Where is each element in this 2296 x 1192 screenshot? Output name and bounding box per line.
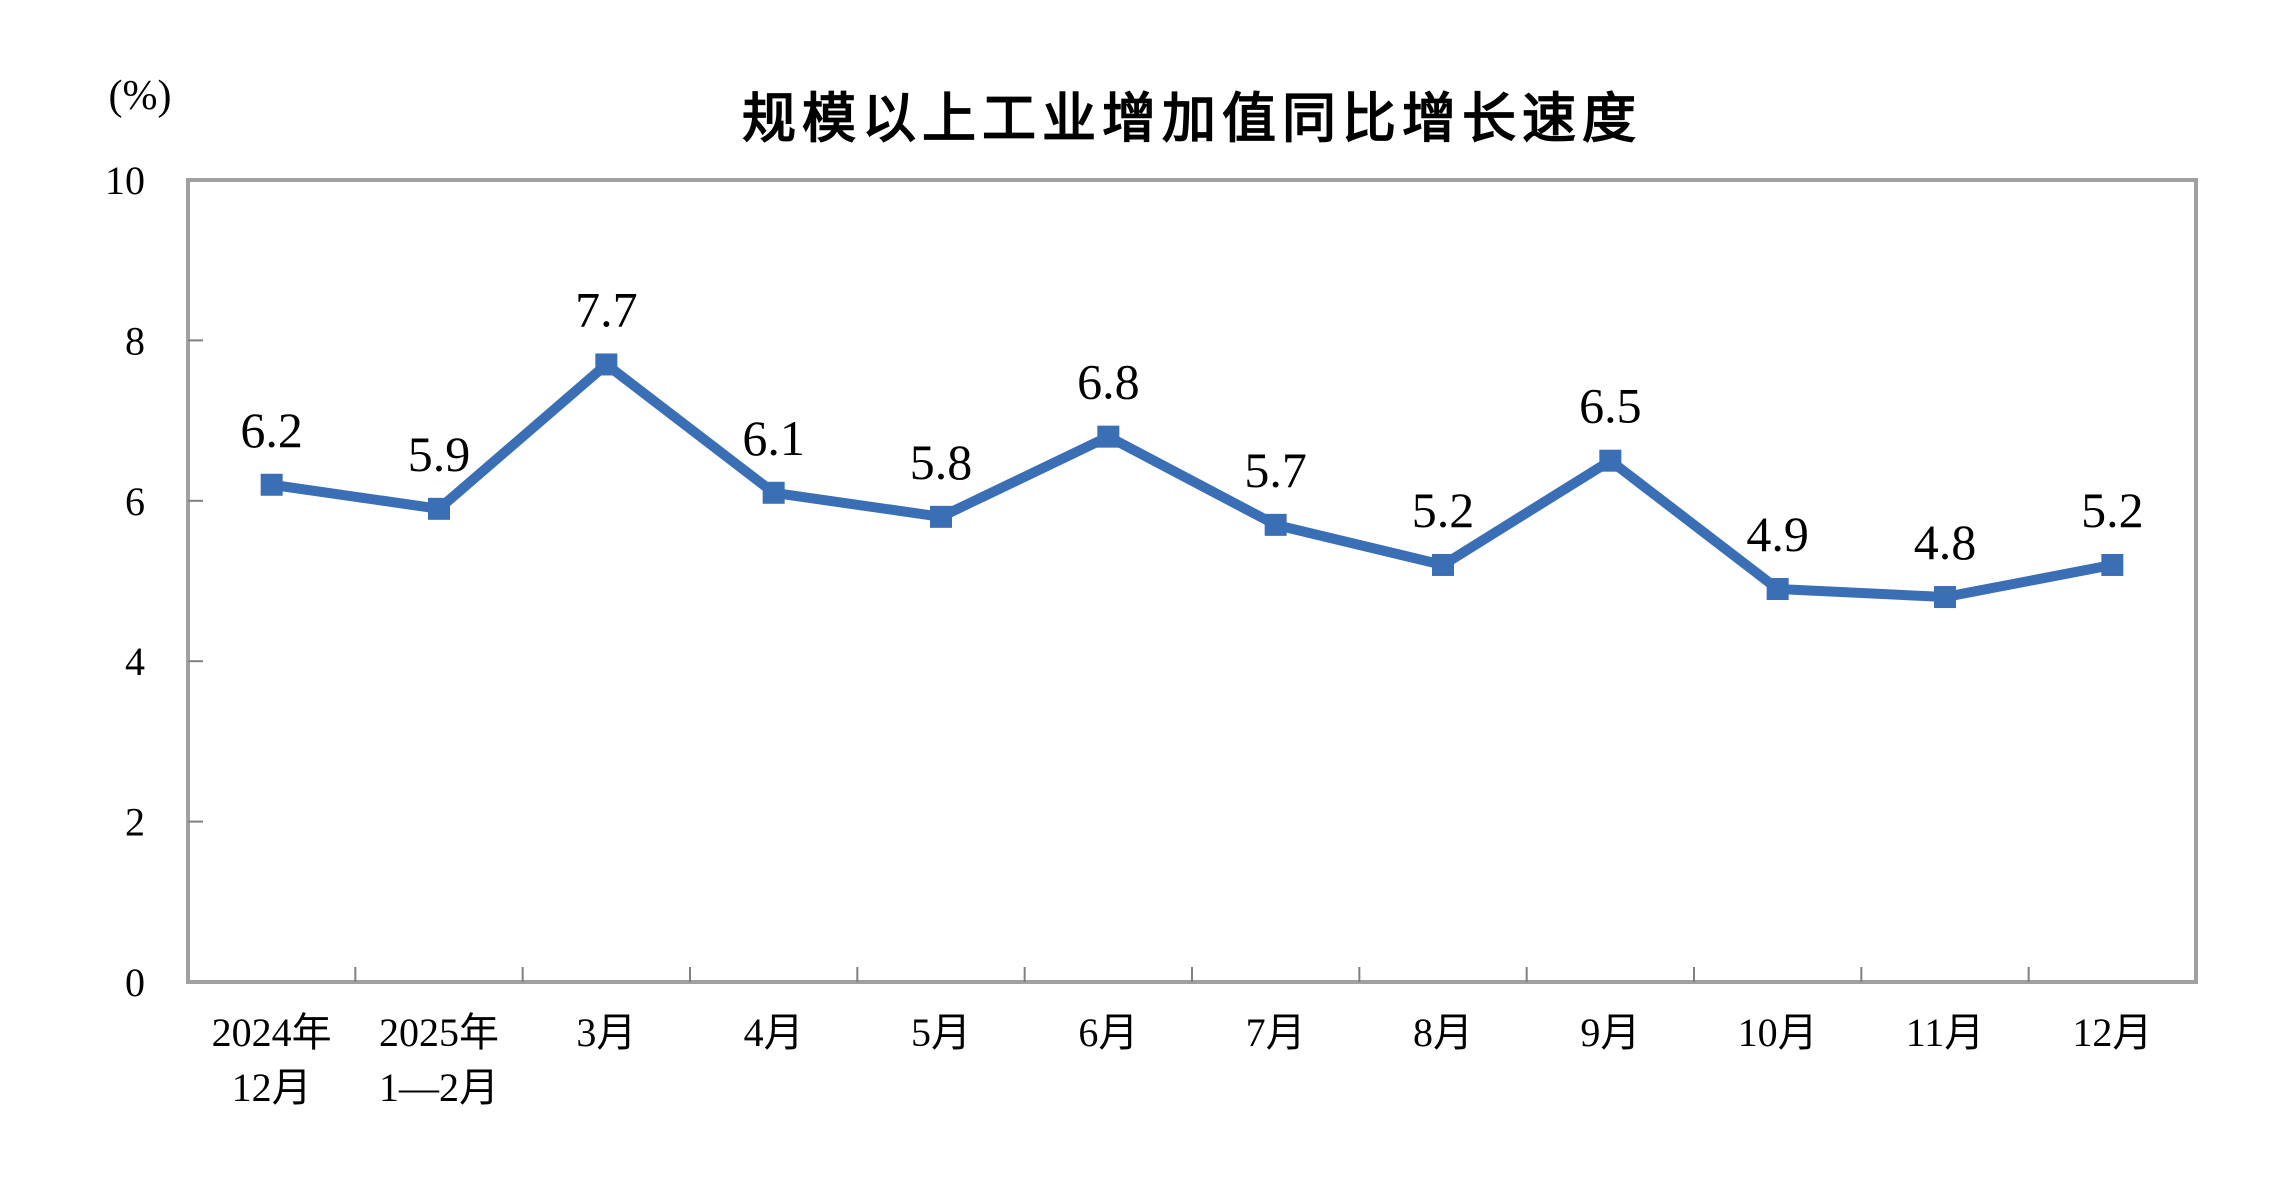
data-point-label: 6.5 — [1579, 378, 1642, 434]
data-point-marker — [1432, 553, 1454, 576]
x-axis-label: 11月 — [1906, 1010, 1985, 1055]
x-axis-label: 2025年 1—2月 — [379, 1010, 499, 1110]
data-point-label: 6.1 — [742, 410, 805, 466]
data-point-marker — [2101, 553, 2124, 576]
data-point-label: 5.9 — [408, 426, 471, 482]
x-axis-label: 2024年 12月 — [212, 1010, 332, 1110]
y-axis-tick-label: 0 — [125, 960, 145, 1005]
data-point-label: 5.7 — [1244, 442, 1307, 498]
data-point-marker — [1934, 586, 1956, 609]
data-point-marker — [1097, 425, 1120, 448]
data-point-marker — [930, 505, 952, 528]
x-axis-label: 10月 — [1738, 1010, 1818, 1055]
x-axis-label: 8月 — [1413, 1010, 1473, 1055]
plot-border — [186, 178, 2198, 984]
x-axis-label: 5月 — [911, 1010, 971, 1055]
data-point-marker — [1599, 449, 1622, 472]
x-axis-label: 9月 — [1580, 1010, 1640, 1055]
data-point-label: 4.8 — [1914, 514, 1977, 570]
data-point-label: 6.8 — [1077, 354, 1140, 410]
data-point-marker — [595, 353, 618, 376]
x-axis-label: 4月 — [744, 1010, 804, 1055]
data-point-marker — [762, 481, 785, 504]
y-axis-tick-label: 8 — [125, 318, 145, 363]
y-axis-tick-label: 4 — [125, 639, 145, 684]
data-point-label: 7.7 — [575, 281, 638, 337]
data-point-label: 6.2 — [240, 402, 303, 458]
x-axis-label: 6月 — [1078, 1010, 1138, 1055]
x-axis-label: 3月 — [576, 1010, 636, 1055]
x-axis-label: 7月 — [1246, 1010, 1306, 1055]
data-point-marker — [1766, 578, 1789, 601]
data-point-label: 5.8 — [910, 434, 973, 490]
data-point-marker — [260, 473, 283, 496]
y-axis-unit-label: (%) — [108, 73, 172, 119]
chart-title: 规模以上工业增加值同比增长速度 — [742, 89, 1642, 150]
y-axis-tick-label: 2 — [125, 800, 145, 845]
data-point-marker — [1264, 513, 1287, 536]
x-axis-label: 12月 — [2072, 1010, 2152, 1055]
y-axis-tick-label: 6 — [125, 479, 145, 524]
data-point-label: 4.9 — [1746, 506, 1809, 562]
data-point-marker — [428, 497, 450, 520]
data-point-label: 5.2 — [1412, 482, 1475, 538]
data-point-label: 5.2 — [2081, 482, 2144, 538]
data-series-line — [266, 359, 2118, 603]
y-axis-tick-label: 10 — [105, 158, 145, 203]
